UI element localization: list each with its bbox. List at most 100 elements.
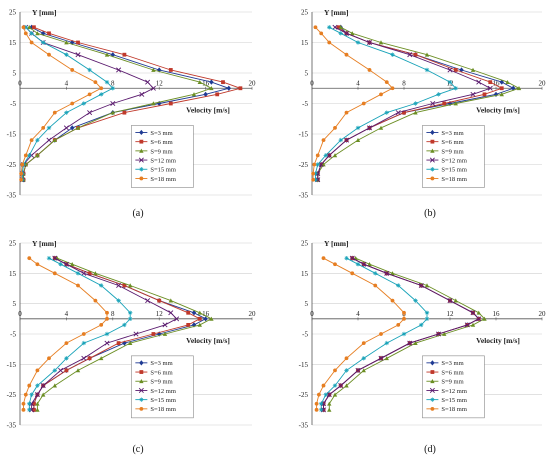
x-tick-label: 16 [493, 310, 501, 318]
data-point [470, 310, 476, 316]
data-point [104, 331, 110, 337]
data-point [333, 368, 337, 373]
series-2 [35, 255, 214, 412]
data-point [46, 125, 52, 131]
data-point [64, 341, 69, 345]
series-line [312, 26, 394, 180]
y-tick-label: -25 [299, 391, 309, 399]
series-3 [19, 24, 156, 183]
data-point [75, 368, 81, 373]
data-point [122, 322, 127, 328]
y-tick-label: -5 [302, 331, 308, 339]
y-tick-label: 5 [13, 300, 17, 308]
data-point [162, 322, 168, 328]
data-point [338, 31, 343, 36]
series-line [316, 257, 405, 410]
y-tick-label: 25 [9, 9, 17, 17]
x-tick-label: 12 [156, 310, 164, 318]
data-point [35, 383, 40, 388]
data-point [41, 40, 46, 45]
x-tick-label: 0 [18, 310, 22, 318]
data-point [476, 316, 482, 322]
legend-label: S=6 mm [150, 369, 172, 376]
data-point [373, 271, 378, 276]
data-point [151, 67, 156, 72]
data-point [453, 86, 458, 91]
data-point [344, 52, 349, 57]
data-point [314, 407, 319, 412]
y-tick-label: -35 [7, 192, 17, 200]
legend-label: S=6 mm [150, 139, 172, 146]
data-point [344, 368, 349, 373]
y-tick-label: 15 [301, 270, 309, 278]
y-tick-label: -15 [299, 131, 309, 139]
data-point [99, 283, 104, 288]
legend-swatch-marker [138, 157, 144, 163]
panel-caption: (c) [132, 444, 143, 455]
data-point [390, 271, 395, 276]
data-point [407, 340, 413, 346]
series-4 [313, 25, 458, 182]
data-point [110, 86, 115, 91]
data-point [355, 137, 361, 142]
legend-swatch-marker [429, 387, 435, 393]
legend: S=3 mm S=6 mm S=9 mm S=12 mm S=15 mm S=18 mm [131, 125, 194, 188]
data-point [35, 31, 40, 36]
data-point [349, 255, 355, 261]
data-point [482, 316, 487, 321]
y-tick-label: 5 [13, 70, 17, 78]
y-axis-title: Y [mm] [32, 8, 57, 17]
data-point [366, 39, 373, 46]
data-point [75, 125, 81, 130]
data-point [402, 110, 406, 115]
data-point [209, 316, 214, 321]
data-point [453, 101, 458, 106]
legend-label: S=12 mm [441, 157, 467, 164]
data-point [482, 92, 487, 97]
data-point [424, 316, 430, 322]
x-tick-label: 0 [310, 79, 314, 87]
series-5 [314, 256, 406, 412]
data-point [313, 171, 318, 176]
x-tick-label: 16 [202, 310, 210, 318]
data-point [35, 368, 40, 373]
series-line [317, 26, 492, 180]
data-point [32, 401, 36, 406]
data-point [413, 110, 418, 115]
legend-swatch-marker [430, 397, 435, 402]
y-tick-label: -25 [299, 161, 309, 169]
data-point [315, 153, 320, 158]
series-line [36, 257, 213, 410]
data-point [87, 67, 92, 73]
legend: S=3 mm S=6 mm S=9 mm S=12 mm S=15 mm S=18 mm [131, 355, 194, 419]
y-tick-label: -35 [7, 422, 17, 430]
data-point [29, 407, 35, 413]
data-point [64, 356, 69, 361]
data-point [110, 52, 115, 58]
data-point [133, 331, 139, 337]
data-point [104, 79, 110, 85]
x-axis-title: Velocity [m/s] [476, 336, 520, 345]
y-tick-label: -25 [7, 391, 17, 399]
legend-swatch-marker [139, 360, 144, 366]
data-point [122, 52, 127, 57]
data-point [318, 161, 324, 168]
data-point [19, 171, 24, 176]
data-point [105, 316, 109, 321]
data-point [23, 153, 28, 158]
legend-swatch-marker [139, 129, 144, 136]
data-point [93, 298, 98, 303]
data-point [34, 392, 40, 398]
data-point [378, 355, 384, 361]
series-4 [319, 255, 430, 413]
data-point [436, 92, 441, 97]
legend-swatch-marker [430, 406, 435, 411]
legend-label: S=3 mm [441, 360, 463, 367]
data-point [338, 137, 343, 143]
data-point [435, 331, 442, 337]
x-tick-label: 0 [310, 310, 314, 318]
legend-label: S=15 mm [441, 397, 467, 404]
data-point [52, 271, 57, 276]
data-point [87, 356, 92, 361]
